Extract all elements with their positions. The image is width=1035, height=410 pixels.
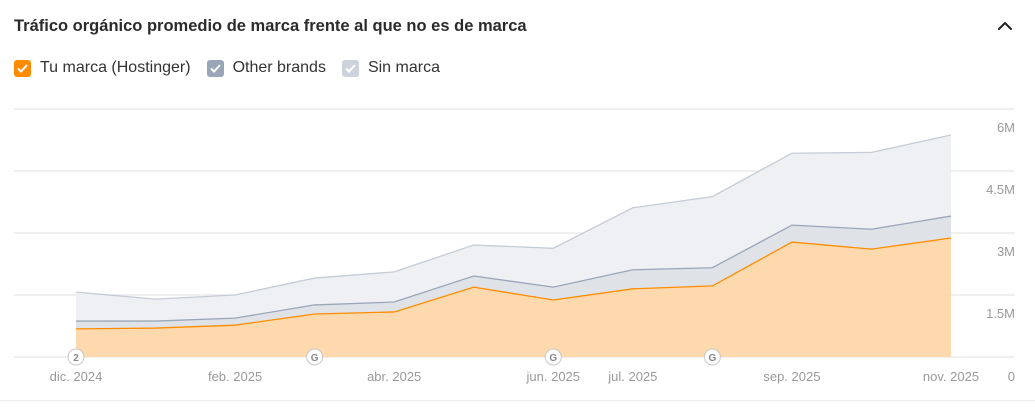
legend-label: Sin marca bbox=[367, 59, 440, 76]
annotation-marker-icon[interactable] bbox=[67, 348, 85, 366]
x-tick-label: abr. 2025 bbox=[367, 369, 421, 384]
y-tick-label: 0 bbox=[1008, 369, 1015, 384]
legend-item-sin-marca[interactable]: Sin marca bbox=[341, 59, 440, 77]
annotation-label: G bbox=[549, 353, 557, 364]
checkbox-checked-icon[interactable] bbox=[206, 59, 224, 77]
y-tick-label: 6M bbox=[997, 120, 1015, 135]
annotation-label: G bbox=[311, 353, 319, 364]
checkbox-checked-icon[interactable] bbox=[341, 59, 359, 77]
legend-label: Tu marca (Hostinger) bbox=[40, 59, 191, 76]
annotation-marker-icon[interactable] bbox=[544, 348, 562, 366]
x-tick-label: sep. 2025 bbox=[763, 369, 820, 384]
legend: Tu marca (Hostinger) Other brands Sin ma… bbox=[14, 59, 440, 77]
annotation-label: 2 bbox=[73, 353, 79, 364]
y-tick-label: 3M bbox=[997, 244, 1015, 259]
line-other-brands bbox=[76, 215, 952, 322]
line-tu-marca-hostinger- bbox=[75, 237, 952, 330]
annotation-label: G bbox=[708, 353, 716, 364]
y-tick-label: 4.5M bbox=[986, 182, 1015, 197]
annotation-marker-icon[interactable] bbox=[306, 348, 324, 366]
checkbox-checked-icon[interactable] bbox=[14, 59, 31, 77]
x-tick-label: dic. 2024 bbox=[50, 369, 103, 384]
x-tick-label: feb. 2025 bbox=[208, 369, 262, 384]
legend-item-tu-marca[interactable]: Tu marca (Hostinger) bbox=[14, 59, 191, 77]
x-tick-label: nov. 2025 bbox=[923, 369, 979, 384]
annotation-marker-icon[interactable] bbox=[703, 348, 721, 366]
divider bbox=[0, 400, 1035, 401]
legend-item-other-brands[interactable]: Other brands bbox=[206, 59, 326, 77]
widget-title: Tráfico orgánico promedio de marca frent… bbox=[14, 17, 527, 35]
area-tu-marca-hostinger- bbox=[76, 237, 951, 357]
x-tick-label: jul. 2025 bbox=[607, 369, 657, 384]
chevron-up-icon[interactable] bbox=[995, 16, 1015, 36]
x-tick-label: jun. 2025 bbox=[526, 369, 581, 384]
y-tick-label: 1.5M bbox=[986, 306, 1015, 321]
line-sin-marca bbox=[75, 134, 952, 300]
legend-label: Other brands bbox=[232, 59, 326, 76]
